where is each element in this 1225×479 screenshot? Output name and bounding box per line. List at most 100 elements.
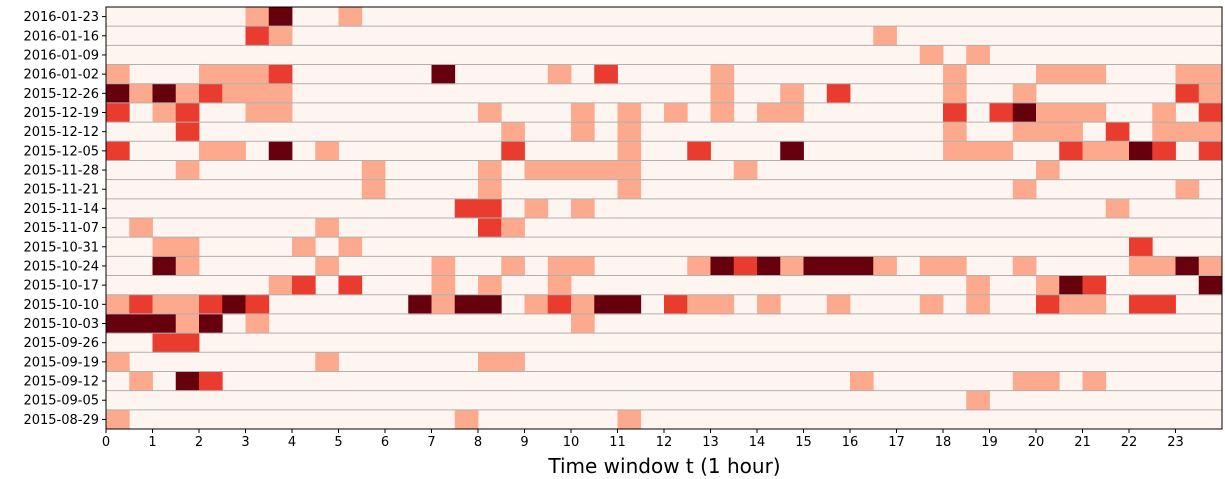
y-tick-label: 2015-08-29 — [23, 413, 99, 428]
heatmap-cell — [687, 294, 735, 315]
heatmap-cell — [1036, 294, 1060, 315]
heatmap-cell — [501, 122, 525, 142]
heatmap-cell — [571, 313, 595, 334]
heatmap-cell — [361, 160, 386, 181]
y-tick-label: 2015-12-19 — [23, 106, 99, 121]
heatmap-cell — [315, 218, 339, 238]
x-tick-label: 22 — [1121, 435, 1138, 450]
heatmap-cell — [245, 26, 270, 46]
heatmap-cell — [826, 294, 851, 315]
heatmap-cell — [199, 141, 246, 161]
heatmap-cell — [571, 102, 595, 123]
x-tick-label: 6 — [381, 435, 389, 450]
heatmap-cell — [501, 256, 525, 276]
heatmap-cell — [245, 294, 270, 315]
heatmap-cell — [1129, 294, 1176, 315]
x-tick-label: 21 — [1074, 435, 1091, 450]
heatmap-cell — [129, 294, 153, 315]
heatmap-cell — [338, 7, 363, 27]
x-tick-label: 20 — [1028, 435, 1045, 450]
heatmap-cell — [1012, 83, 1037, 104]
heatmap-cell — [222, 83, 293, 104]
y-tick-label: 2015-10-17 — [23, 279, 99, 294]
heatmap-cell — [245, 102, 293, 123]
heatmap-cell — [757, 256, 781, 276]
heatmap-cell — [1082, 141, 1130, 161]
y-tick-label: 2015-09-05 — [23, 394, 99, 409]
heatmap-cell — [1198, 275, 1223, 296]
y-tick-label: 2015-10-31 — [23, 240, 99, 255]
x-tick-label: 8 — [474, 435, 482, 450]
heatmap-cell — [129, 83, 153, 104]
heatmap-cell — [1152, 141, 1176, 161]
heatmap-cell — [989, 102, 1014, 123]
row-separators — [106, 25, 1222, 411]
heatmap-cell — [1129, 256, 1176, 276]
heatmap-cell — [524, 294, 549, 315]
heatmap-cell — [175, 102, 200, 123]
heatmap-cell — [152, 102, 177, 123]
heatmap-cell — [571, 294, 595, 315]
heatmap-cell — [454, 409, 479, 430]
y-tick-label: 2016-01-16 — [23, 29, 99, 44]
heatmap-cell — [547, 275, 572, 296]
heatmap-cell — [292, 275, 316, 296]
heatmap-cell — [175, 256, 200, 276]
heatmap-cell — [803, 256, 874, 276]
heatmap-cell — [478, 275, 502, 296]
heatmap-cell — [1105, 198, 1130, 219]
heatmap-cell — [478, 352, 525, 372]
heatmap-cell — [617, 122, 642, 142]
heatmap-cell — [571, 198, 595, 219]
x-tick-label: 4 — [288, 435, 296, 450]
heatmap-cell — [1036, 275, 1060, 296]
heatmap-cell — [478, 160, 502, 181]
heatmap-cell — [1175, 83, 1200, 104]
heatmap-cell — [106, 83, 130, 104]
x-tick-label: 15 — [795, 435, 812, 450]
x-tick-label: 2 — [195, 435, 203, 450]
heatmap-cell — [199, 313, 223, 334]
heatmap-cell — [152, 237, 200, 257]
heatmap-cell — [268, 141, 293, 161]
heatmap-cell — [850, 371, 874, 392]
heatmap-cell — [1059, 294, 1107, 315]
y-axis: 2016-01-23 2016-01-16 2016-01-09 2016-01-02… — [23, 10, 106, 428]
heatmap-cell — [1082, 275, 1107, 296]
heatmap-cell — [1175, 179, 1200, 200]
heatmap-cell — [268, 64, 293, 85]
heatmap-cell — [617, 409, 642, 430]
heatmap-cell — [710, 256, 735, 276]
y-tick-label: 2015-11-28 — [23, 164, 99, 179]
heatmap-cell — [1152, 122, 1223, 142]
heatmap-cell — [687, 141, 711, 161]
x-tick-label: 0 — [102, 435, 110, 450]
heatmap-cell — [1129, 141, 1153, 161]
heatmap-cell — [524, 160, 642, 181]
heatmap-cell — [547, 256, 595, 276]
heatmap-cell — [710, 83, 735, 104]
heatmap-cell — [1152, 102, 1176, 123]
x-tick-label: 16 — [842, 435, 859, 450]
heatmap-cell — [757, 102, 781, 123]
heatmap-cell — [547, 64, 572, 85]
heatmap-cell — [919, 45, 944, 65]
heatmap-cell — [594, 294, 642, 315]
x-axis: 0 1 2 3 4 5 6 7 8 9 10 11 12 13 14 15 16 17 18 19 20 21 22 23 — [102, 429, 1184, 450]
heatmap-cell — [478, 102, 502, 123]
heatmap-cell — [106, 409, 130, 430]
heatmap-cell — [943, 64, 967, 85]
heatmap-cell — [873, 26, 897, 46]
heatmap-cell — [966, 294, 990, 315]
y-tick-label: 2015-11-21 — [23, 183, 99, 198]
x-tick-label: 14 — [749, 435, 766, 450]
heatmap-cell — [245, 7, 270, 27]
heatmap-cell — [501, 141, 525, 161]
heatmap-cell — [1012, 102, 1037, 123]
heatmap-cell — [1012, 371, 1060, 392]
heatmap-cell — [1012, 256, 1037, 276]
heatmap-cell — [175, 83, 200, 104]
heatmap-cell — [245, 313, 270, 334]
heatmap-cell — [431, 275, 456, 296]
heatmap-cell — [431, 294, 456, 315]
